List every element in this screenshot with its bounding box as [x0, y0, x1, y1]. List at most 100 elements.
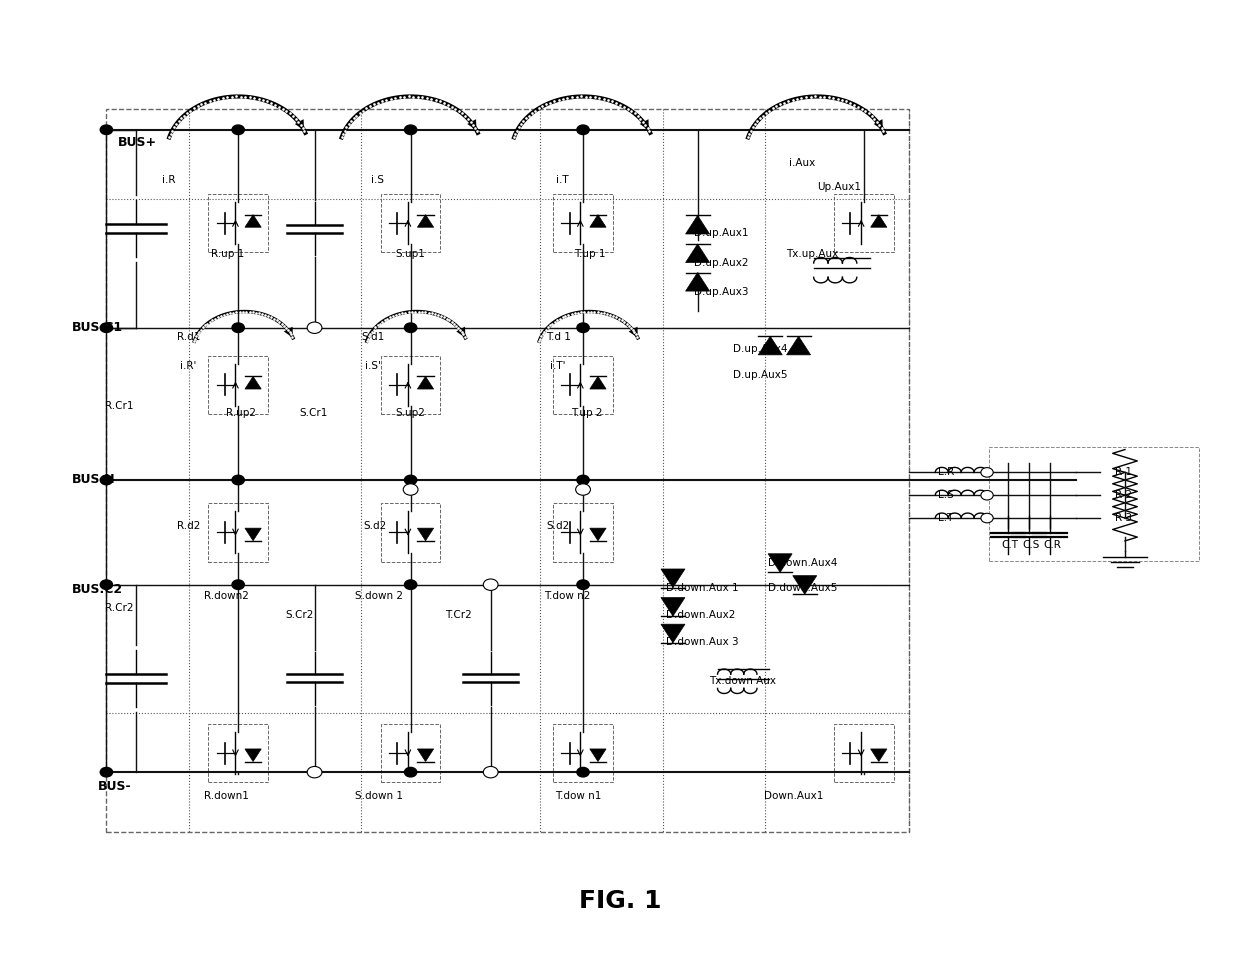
Text: D.down.Aux5: D.down.Aux5	[768, 583, 837, 592]
Circle shape	[100, 125, 113, 134]
Polygon shape	[590, 215, 606, 228]
Text: R.down2: R.down2	[203, 591, 248, 601]
Text: D.down.Aux 3: D.down.Aux 3	[666, 636, 738, 647]
Text: R 3: R 3	[1115, 513, 1132, 523]
Circle shape	[100, 323, 113, 332]
Text: T.up 1: T.up 1	[574, 250, 606, 259]
Circle shape	[100, 767, 113, 777]
Polygon shape	[590, 376, 606, 389]
Text: C.S: C.S	[1023, 540, 1040, 550]
Text: BUS.C2: BUS.C2	[72, 583, 123, 596]
Text: Up.Aux1: Up.Aux1	[817, 181, 861, 192]
Text: FIG. 1: FIG. 1	[579, 889, 661, 913]
Bar	[208, 194, 268, 252]
Text: i.S': i.S'	[365, 361, 381, 371]
Circle shape	[404, 125, 417, 134]
Bar	[835, 194, 894, 252]
Polygon shape	[246, 528, 262, 540]
Text: L.T: L.T	[937, 513, 954, 523]
Text: R 2: R 2	[1115, 491, 1132, 500]
Text: S.d2: S.d2	[363, 520, 387, 531]
Text: L.S: L.S	[937, 491, 954, 500]
Text: R.up 1: R.up 1	[211, 250, 244, 259]
Text: Down.Aux1: Down.Aux1	[764, 791, 823, 801]
Text: D.up.Aux5: D.up.Aux5	[733, 371, 787, 380]
Polygon shape	[246, 215, 262, 228]
Bar	[381, 355, 440, 414]
Polygon shape	[870, 749, 887, 761]
Text: S.d2: S.d2	[546, 520, 569, 531]
Circle shape	[981, 468, 993, 477]
Bar	[208, 724, 268, 782]
Text: R 1: R 1	[1115, 468, 1132, 477]
Circle shape	[981, 514, 993, 523]
Circle shape	[232, 580, 244, 589]
Bar	[208, 355, 268, 414]
Polygon shape	[661, 569, 684, 588]
Text: i.T: i.T	[556, 176, 569, 185]
Text: D.up.Aux2: D.up.Aux2	[694, 258, 749, 268]
Text: R.down1: R.down1	[203, 791, 248, 801]
Text: R.up2: R.up2	[226, 408, 255, 419]
Circle shape	[308, 766, 322, 778]
Bar	[990, 446, 1199, 561]
Text: R.d1: R.d1	[176, 332, 200, 343]
Circle shape	[577, 125, 589, 134]
Text: S.up1: S.up1	[396, 250, 425, 259]
Circle shape	[100, 475, 113, 485]
Bar	[553, 355, 613, 414]
Text: T.up 2: T.up 2	[570, 408, 603, 419]
Circle shape	[232, 475, 244, 485]
Text: C.T: C.T	[1002, 540, 1019, 550]
Text: S.Cr2: S.Cr2	[285, 611, 314, 620]
Polygon shape	[786, 336, 811, 355]
Text: R.Cr2: R.Cr2	[105, 604, 134, 613]
Polygon shape	[246, 749, 262, 761]
Circle shape	[577, 323, 589, 332]
Text: BUS.C1: BUS.C1	[72, 322, 123, 334]
Polygon shape	[418, 749, 434, 761]
Text: BUS-: BUS-	[98, 780, 131, 793]
Circle shape	[100, 580, 113, 589]
Circle shape	[403, 484, 418, 495]
Polygon shape	[686, 244, 709, 262]
Text: S.d1: S.d1	[361, 332, 384, 343]
Text: C.R: C.R	[1044, 540, 1061, 550]
Polygon shape	[661, 597, 684, 616]
Bar	[553, 503, 613, 562]
Polygon shape	[686, 273, 709, 291]
Text: D.down.Aux4: D.down.Aux4	[768, 558, 837, 567]
Text: R.Cr1: R.Cr1	[105, 400, 134, 411]
Text: R.d2: R.d2	[176, 520, 200, 531]
Polygon shape	[590, 528, 606, 540]
Circle shape	[577, 475, 589, 485]
Circle shape	[575, 484, 590, 495]
Text: i.T': i.T'	[549, 361, 565, 371]
Text: i.R': i.R'	[180, 361, 197, 371]
Polygon shape	[870, 215, 887, 228]
Bar	[208, 503, 268, 562]
Text: L.R: L.R	[937, 468, 954, 477]
Text: BUS+: BUS+	[118, 135, 156, 149]
Circle shape	[404, 475, 417, 485]
Polygon shape	[418, 376, 434, 389]
Polygon shape	[661, 624, 684, 643]
Text: S.up2: S.up2	[396, 408, 425, 419]
Bar	[553, 194, 613, 252]
Circle shape	[232, 125, 244, 134]
Polygon shape	[686, 215, 709, 234]
Circle shape	[404, 767, 417, 777]
Text: Tx.up.Aux: Tx.up.Aux	[786, 250, 838, 259]
Text: D.up.Aux1: D.up.Aux1	[694, 228, 749, 237]
Text: i.S: i.S	[371, 176, 384, 185]
Circle shape	[404, 580, 417, 589]
Bar	[107, 108, 909, 832]
Text: T.d 1: T.d 1	[546, 332, 570, 343]
Circle shape	[577, 767, 589, 777]
Bar	[381, 194, 440, 252]
Polygon shape	[590, 749, 606, 761]
Bar	[381, 724, 440, 782]
Bar	[553, 724, 613, 782]
Circle shape	[484, 766, 498, 778]
Text: D.down.Aux 1: D.down.Aux 1	[666, 583, 738, 592]
